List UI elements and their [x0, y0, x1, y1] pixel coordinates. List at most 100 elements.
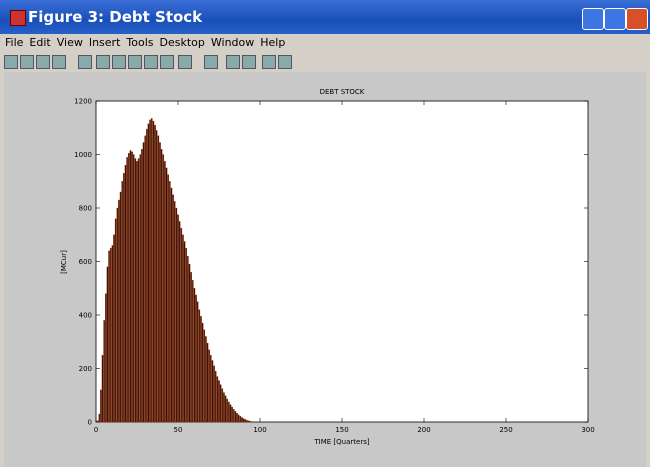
x-tick-label: 150	[335, 426, 348, 434]
bar	[116, 207, 119, 423]
bar	[109, 247, 112, 423]
tool-icon[interactable]	[128, 55, 142, 69]
bar	[182, 234, 184, 423]
bar	[211, 360, 214, 423]
bar	[159, 142, 161, 423]
y-tick-label: 1200	[74, 98, 92, 106]
bar	[200, 316, 202, 423]
bar	[118, 199, 120, 423]
x-tick-label: 300	[581, 426, 594, 434]
bar	[213, 365, 215, 423]
tool-icon[interactable]	[52, 55, 66, 69]
menu-item[interactable]: Edit	[29, 36, 51, 49]
bar	[219, 384, 222, 423]
tool-icon[interactable]	[204, 55, 218, 69]
title-bar: Figure 3: Debt Stock	[0, 0, 650, 34]
close-button[interactable]	[626, 8, 648, 30]
bar	[129, 150, 132, 423]
bar	[126, 157, 128, 423]
tool-icon[interactable]	[262, 55, 276, 69]
tool-icon[interactable]	[226, 55, 240, 69]
bar	[105, 293, 107, 423]
bar	[175, 207, 178, 423]
bar	[234, 411, 237, 423]
minimize-button[interactable]	[582, 8, 604, 30]
tool-icon[interactable]	[278, 55, 292, 69]
bar	[185, 247, 188, 423]
tool-icon[interactable]	[20, 55, 34, 69]
bar	[246, 419, 248, 423]
tool-icon[interactable]	[160, 55, 174, 69]
bar	[127, 153, 130, 423]
bar	[150, 118, 153, 423]
tool-icon[interactable]	[144, 55, 158, 69]
x-tick-label: 200	[417, 426, 430, 434]
tool-icon[interactable]	[4, 55, 18, 69]
y-tick-label: 400	[79, 312, 92, 320]
bar	[236, 413, 238, 423]
bar	[205, 336, 207, 423]
menu-item[interactable]: Insert	[88, 36, 121, 49]
bar	[237, 414, 240, 423]
y-tick-label: 800	[79, 205, 92, 213]
menu-item[interactable]: Help	[260, 36, 286, 49]
bar	[113, 234, 115, 423]
bar	[132, 154, 135, 423]
menu-item[interactable]: File	[5, 36, 24, 49]
menu-item[interactable]: View	[56, 36, 83, 49]
tool-icon[interactable]	[36, 55, 50, 69]
bar	[249, 421, 251, 423]
bar	[239, 415, 242, 423]
x-axis-label: TIME [Quarters]	[313, 438, 369, 446]
bar	[160, 149, 163, 423]
bar	[226, 398, 229, 423]
bar	[98, 413, 101, 423]
bar	[177, 214, 179, 423]
tool-icon[interactable]	[78, 55, 92, 69]
bar	[131, 151, 133, 423]
tool-icon[interactable]	[96, 55, 110, 69]
maximize-button[interactable]	[604, 8, 626, 30]
toolbar	[0, 54, 650, 70]
bar	[139, 154, 142, 423]
bar	[167, 174, 169, 423]
bar	[216, 376, 219, 423]
bar	[203, 329, 206, 423]
bar	[178, 221, 181, 423]
bar	[144, 135, 147, 423]
bar	[101, 354, 104, 423]
bar	[228, 401, 230, 423]
tool-icon[interactable]	[242, 55, 256, 69]
bar	[134, 158, 137, 423]
bar	[223, 392, 225, 423]
bar	[224, 395, 227, 423]
tool-icon[interactable]	[178, 55, 192, 69]
bar	[191, 280, 194, 423]
bar	[146, 128, 148, 423]
x-tick-label: 250	[499, 426, 512, 434]
bar	[172, 194, 174, 423]
y-tick-label: 0	[88, 419, 92, 427]
bar	[142, 142, 145, 423]
bar	[149, 119, 151, 423]
bar	[209, 354, 212, 423]
bar	[111, 245, 114, 423]
bar	[119, 191, 122, 423]
bar	[164, 161, 166, 423]
y-axis-label: [MCur]	[60, 250, 68, 274]
bar	[157, 135, 160, 423]
menu-item[interactable]: Desktop	[159, 36, 205, 49]
menu-bar: File Edit View Insert Tools Desktop Window Help	[0, 36, 286, 52]
bar	[114, 218, 117, 423]
bar	[141, 149, 143, 423]
bar	[250, 421, 253, 423]
bar	[208, 349, 210, 423]
figure-area: DEBT STOCK TIME [Quarters] [MCur] 0 200 40…	[4, 72, 646, 467]
menu-item[interactable]: Window	[210, 36, 255, 49]
bar	[180, 227, 183, 423]
bar	[242, 418, 245, 423]
tool-icon[interactable]	[112, 55, 126, 69]
menu-item[interactable]: Tools	[126, 36, 154, 49]
bar	[170, 187, 173, 423]
